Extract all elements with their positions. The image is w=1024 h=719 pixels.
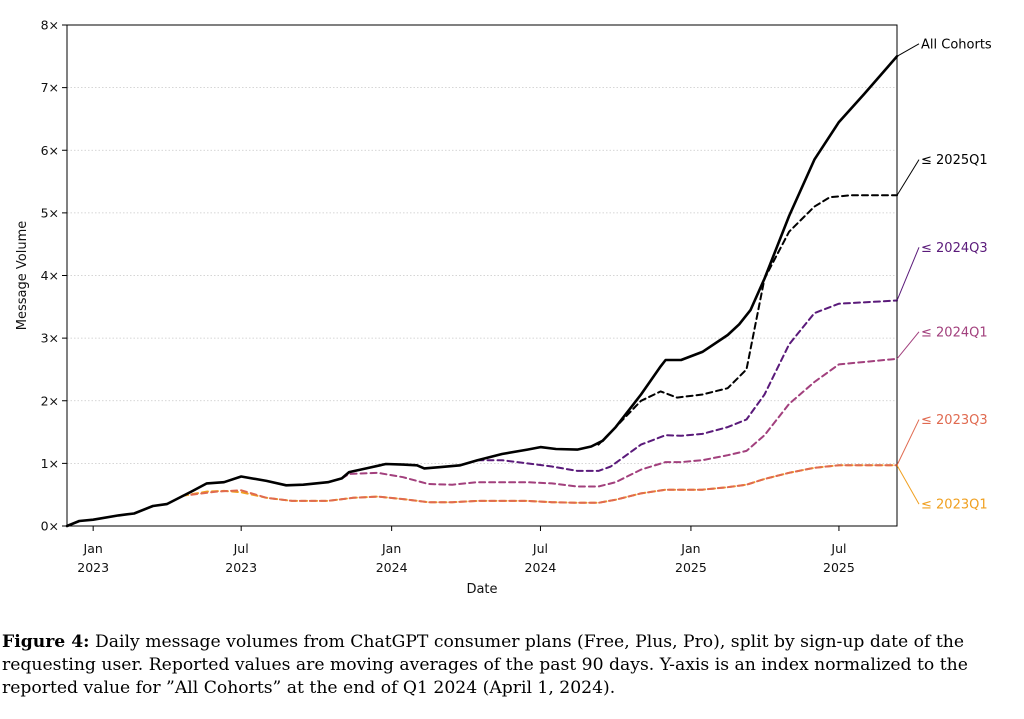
series-end-label: ≤ 2025Q1 [921, 153, 988, 168]
x-tick-label-month: Jan [83, 541, 103, 556]
y-axis-title: Message Volume [15, 221, 30, 330]
x-axis-title: Date [466, 582, 497, 597]
series-end-label: ≤ 2024Q3 [921, 241, 988, 256]
x-tick-label-year: 2023 [225, 560, 257, 575]
y-tick-label: 8× [41, 18, 59, 33]
series-end-label: All Cohorts [921, 37, 992, 52]
y-tick-label: 4× [41, 268, 59, 283]
x-tick-label-year: 2024 [525, 560, 557, 575]
label-leader-line [896, 43, 920, 57]
x-tick-label-month: Jul [830, 541, 846, 556]
x-tick-label-month: Jul [233, 541, 249, 556]
y-tick-label: 1× [41, 456, 59, 471]
series-end-label: ≤ 2023Q3 [921, 413, 988, 428]
y-axis: 0× 1× 2× 3× 4× 5× 6× 7× 8× [41, 18, 67, 534]
series-end-label: ≤ 2023Q1 [921, 498, 988, 513]
caption-text: Daily message volumes from ChatGPT consu… [2, 632, 968, 698]
series-line-2025q1 [597, 194, 898, 446]
series-line-2024q1 [340, 357, 898, 488]
series-end-label: ≤ 2024Q1 [921, 325, 988, 340]
label-leader-line [896, 331, 920, 360]
y-tick-label: 5× [41, 205, 59, 220]
end-labels: All Cohorts ≤ 2025Q1 ≤ 2024Q3 ≤ 2024Q1 ≤ 202… [896, 37, 992, 513]
x-tick-label-year: 2025 [675, 560, 707, 575]
label-leader-line [896, 465, 920, 505]
y-tick-label: 0× [41, 519, 59, 534]
series-lines [65, 54, 899, 528]
label-leader-line [896, 159, 920, 196]
x-tick-label-month: Jan [381, 541, 401, 556]
plot-frame [66, 24, 898, 527]
series-line-2024q3 [476, 299, 898, 472]
y-tick-label: 7× [41, 80, 59, 95]
label-leader-line [896, 419, 920, 466]
x-tick-label-month: Jul [532, 541, 548, 556]
y-tick-label: 2× [41, 393, 59, 408]
x-axis: Jan 2023 Jul 2023 Jan 2024 Jul 2024 Jan 2025 Jul 20… [77, 526, 855, 575]
x-tick-label-year: 2024 [376, 560, 408, 575]
grid-lines [67, 87, 897, 464]
x-tick-label-month: Jan [680, 541, 700, 556]
x-tick-label-year: 2023 [77, 560, 109, 575]
series-line-2023q3 [190, 464, 898, 504]
figure-caption: Figure 4: Daily message volumes from Cha… [2, 631, 1018, 700]
label-leader-line [896, 247, 920, 301]
y-tick-label: 3× [41, 331, 59, 346]
y-tick-label: 6× [41, 143, 59, 158]
x-tick-label-year: 2025 [823, 560, 855, 575]
series-line-all-cohorts [65, 54, 899, 528]
caption-label: Figure 4: [2, 632, 90, 652]
message-volume-chart: 0× 1× 2× 3× 4× 5× 6× 7× 8× Jan 2023 Jul 2023 Jan 2024… [15, 18, 992, 598]
